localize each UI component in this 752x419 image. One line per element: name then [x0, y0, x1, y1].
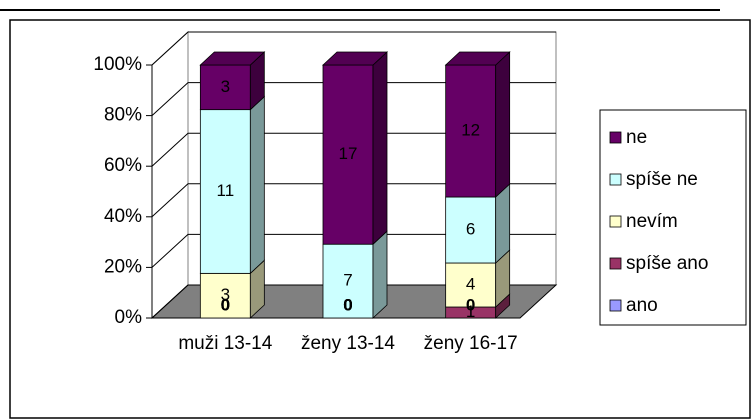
grid-line: [151, 183, 556, 218]
bar-top: [321, 51, 389, 66]
data-label: 7: [343, 271, 352, 290]
legend-label: spíše ano: [626, 253, 708, 274]
legend-swatch: [609, 173, 622, 186]
data-label: 4: [466, 274, 475, 293]
bar-side: [372, 230, 388, 319]
data-label: 11: [217, 181, 235, 200]
legend-swatch: [609, 215, 622, 228]
legend-label: ano: [626, 295, 658, 316]
legend-label: ne: [626, 127, 647, 148]
bar-side: [372, 51, 388, 246]
side-wall: [151, 30, 189, 320]
bar-segment: [199, 109, 251, 274]
data-label: 0: [343, 295, 352, 314]
bar-segment: [445, 262, 497, 308]
bar-top: [199, 51, 266, 66]
data-label: 0: [466, 295, 475, 314]
y-tick-label: 100%: [93, 54, 142, 75]
x-tick-label-box: muži 13-14: [178, 333, 273, 354]
bar-segment: [199, 272, 251, 319]
data-label: 17: [339, 144, 358, 163]
y-tick-label: 40%: [104, 206, 142, 227]
grid-line: [151, 284, 556, 319]
x-tick-label: muži 13-14: [178, 333, 273, 354]
grid-line: [151, 31, 556, 66]
bar-side: [495, 183, 511, 264]
y-tick-label: 80%: [104, 105, 142, 126]
bar-segment: [322, 243, 374, 319]
legend: [599, 109, 747, 326]
y-tick-label: 0%: [115, 307, 143, 328]
data-label: 0: [221, 295, 230, 314]
x-tick-label-box: ženy 16-17: [423, 333, 518, 354]
grid-line: [151, 82, 556, 116]
x-tick-label-box: ženy 13-14: [300, 333, 395, 354]
legend-label: spíše ne: [626, 169, 698, 190]
data-label: 6: [466, 219, 475, 238]
data-label: 12: [461, 120, 480, 139]
data-label: 0: [343, 295, 352, 314]
x-tick-label: ženy 13-14: [300, 333, 395, 354]
y-tick-label: 20%: [104, 256, 142, 277]
legend-swatch: [609, 299, 622, 312]
data-label: 3: [221, 77, 230, 96]
data-label: 0: [221, 295, 230, 314]
data-label: 0: [343, 295, 352, 314]
grid-line: [151, 233, 556, 268]
y-tick-label: 60%: [104, 155, 142, 176]
bar-side: [249, 95, 265, 275]
bar-segment: [199, 64, 251, 111]
x-tick-label: ženy 16-17: [423, 333, 518, 354]
bar-side: [495, 51, 511, 198]
data-label: 1: [466, 302, 475, 321]
bar-segment: [322, 64, 374, 245]
data-label: 3: [221, 285, 230, 304]
legend-swatch: [609, 257, 622, 270]
legend-label: nevím: [626, 211, 678, 232]
grid-line: [151, 132, 556, 167]
legend-swatch: [609, 131, 622, 144]
bar-top: [444, 51, 511, 66]
